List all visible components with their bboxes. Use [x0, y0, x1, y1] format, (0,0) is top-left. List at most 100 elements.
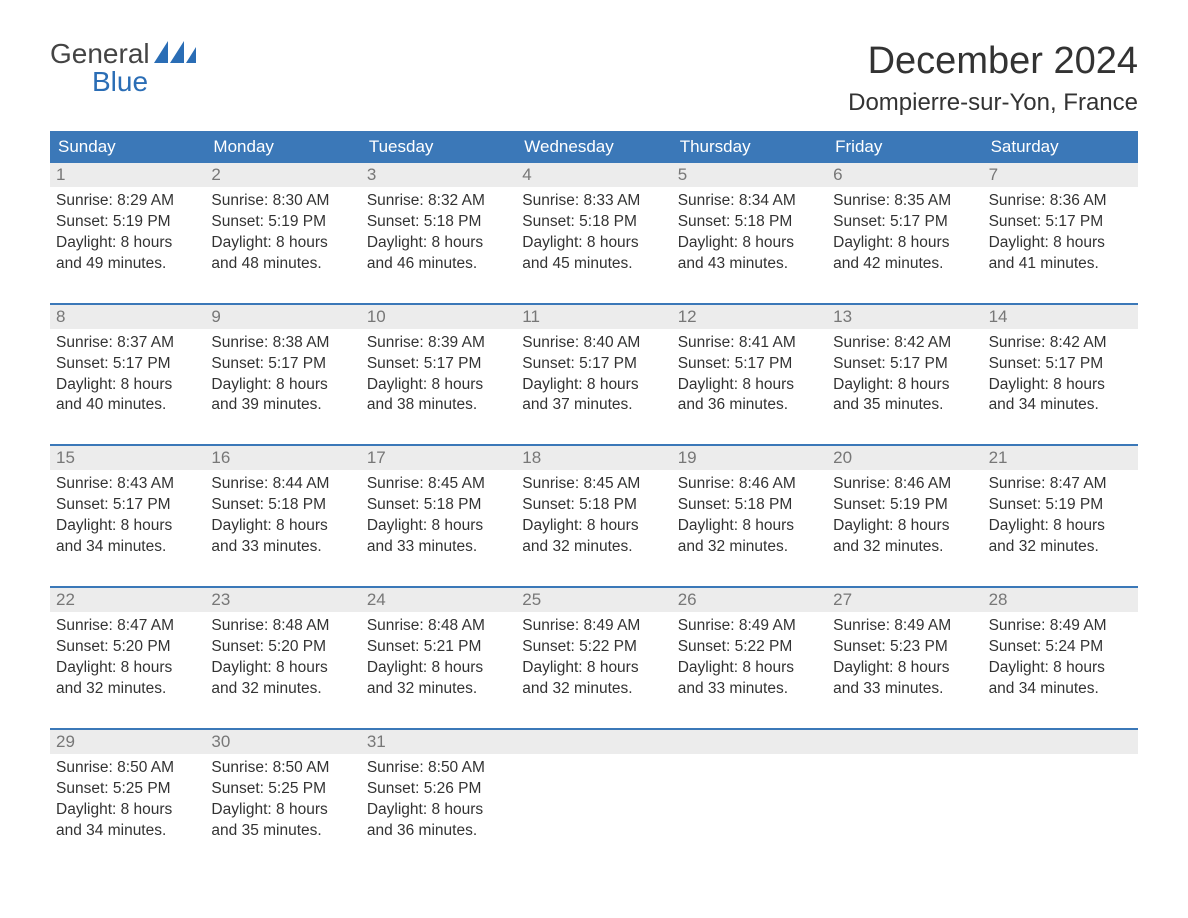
- sunrise-text: Sunrise: 8:41 AM: [678, 333, 821, 354]
- sunrise-text: Sunrise: 8:45 AM: [522, 474, 665, 495]
- sunset-text: Sunset: 5:25 PM: [56, 779, 199, 800]
- day-number: 21: [983, 446, 1138, 470]
- sunset-text: Sunset: 5:19 PM: [56, 212, 199, 233]
- day-number: 11: [516, 305, 671, 329]
- week-row: 293031Sunrise: 8:50 AMSunset: 5:25 PMDay…: [50, 728, 1138, 852]
- sunrise-text: Sunrise: 8:37 AM: [56, 333, 199, 354]
- week-row: 15161718192021Sunrise: 8:43 AMSunset: 5:…: [50, 444, 1138, 568]
- daylight-text: Daylight: 8 hours and 34 minutes.: [989, 658, 1132, 700]
- day-cell: Sunrise: 8:49 AMSunset: 5:22 PMDaylight:…: [672, 612, 827, 710]
- logo: General Blue: [50, 40, 196, 96]
- sunrise-text: Sunrise: 8:45 AM: [367, 474, 510, 495]
- day-cell: Sunrise: 8:34 AMSunset: 5:18 PMDaylight:…: [672, 187, 827, 285]
- day-number: 5: [672, 163, 827, 187]
- day-number: 23: [205, 588, 360, 612]
- daylight-text: Daylight: 8 hours and 35 minutes.: [833, 375, 976, 417]
- sunrise-text: Sunrise: 8:43 AM: [56, 474, 199, 495]
- sunset-text: Sunset: 5:17 PM: [833, 212, 976, 233]
- daylight-text: Daylight: 8 hours and 32 minutes.: [833, 516, 976, 558]
- daylight-text: Daylight: 8 hours and 33 minutes.: [367, 516, 510, 558]
- day-cell: Sunrise: 8:44 AMSunset: 5:18 PMDaylight:…: [205, 470, 360, 568]
- day-cell: [672, 754, 827, 852]
- sunrise-text: Sunrise: 8:46 AM: [678, 474, 821, 495]
- sunset-text: Sunset: 5:17 PM: [211, 354, 354, 375]
- day-header: Wednesday: [516, 131, 671, 163]
- day-number: 2: [205, 163, 360, 187]
- daylight-text: Daylight: 8 hours and 36 minutes.: [367, 800, 510, 842]
- sunset-text: Sunset: 5:17 PM: [56, 354, 199, 375]
- day-number: [827, 730, 982, 754]
- sunset-text: Sunset: 5:18 PM: [522, 495, 665, 516]
- day-number: 12: [672, 305, 827, 329]
- day-cell: Sunrise: 8:49 AMSunset: 5:24 PMDaylight:…: [983, 612, 1138, 710]
- sunset-text: Sunset: 5:17 PM: [522, 354, 665, 375]
- logo-text-bottom: Blue: [50, 68, 196, 96]
- sunrise-text: Sunrise: 8:50 AM: [56, 758, 199, 779]
- daylight-text: Daylight: 8 hours and 33 minutes.: [833, 658, 976, 700]
- day-cell: Sunrise: 8:45 AMSunset: 5:18 PMDaylight:…: [361, 470, 516, 568]
- sunset-text: Sunset: 5:22 PM: [678, 637, 821, 658]
- sunset-text: Sunset: 5:17 PM: [678, 354, 821, 375]
- daylight-text: Daylight: 8 hours and 32 minutes.: [211, 658, 354, 700]
- sunrise-text: Sunrise: 8:47 AM: [56, 616, 199, 637]
- daylight-text: Daylight: 8 hours and 41 minutes.: [989, 233, 1132, 275]
- day-number: 4: [516, 163, 671, 187]
- day-cell: Sunrise: 8:49 AMSunset: 5:23 PMDaylight:…: [827, 612, 982, 710]
- daylight-text: Daylight: 8 hours and 33 minutes.: [678, 658, 821, 700]
- sunrise-text: Sunrise: 8:40 AM: [522, 333, 665, 354]
- day-number: 10: [361, 305, 516, 329]
- day-number: 25: [516, 588, 671, 612]
- location: Dompierre-sur-Yon, France: [848, 89, 1138, 117]
- day-cell: Sunrise: 8:50 AMSunset: 5:25 PMDaylight:…: [50, 754, 205, 852]
- sunset-text: Sunset: 5:18 PM: [211, 495, 354, 516]
- header: General Blue December 2024 Dompierre-sur…: [50, 40, 1138, 117]
- day-number: 27: [827, 588, 982, 612]
- flag-icon: [154, 40, 196, 68]
- day-cell: Sunrise: 8:50 AMSunset: 5:26 PMDaylight:…: [361, 754, 516, 852]
- daylight-text: Daylight: 8 hours and 34 minutes.: [989, 375, 1132, 417]
- day-cell: Sunrise: 8:35 AMSunset: 5:17 PMDaylight:…: [827, 187, 982, 285]
- sunset-text: Sunset: 5:17 PM: [367, 354, 510, 375]
- daynum-row: 891011121314: [50, 305, 1138, 329]
- sunset-text: Sunset: 5:18 PM: [522, 212, 665, 233]
- sunrise-text: Sunrise: 8:47 AM: [989, 474, 1132, 495]
- week-row: 1234567Sunrise: 8:29 AMSunset: 5:19 PMDa…: [50, 163, 1138, 285]
- day-cell: Sunrise: 8:46 AMSunset: 5:18 PMDaylight:…: [672, 470, 827, 568]
- day-number: 15: [50, 446, 205, 470]
- sunset-text: Sunset: 5:19 PM: [989, 495, 1132, 516]
- sunset-text: Sunset: 5:24 PM: [989, 637, 1132, 658]
- day-header: Sunday: [50, 131, 205, 163]
- month-title: December 2024: [848, 40, 1138, 83]
- day-number: [983, 730, 1138, 754]
- daylight-text: Daylight: 8 hours and 36 minutes.: [678, 375, 821, 417]
- day-header: Tuesday: [361, 131, 516, 163]
- day-cell: [516, 754, 671, 852]
- day-cell: Sunrise: 8:47 AMSunset: 5:19 PMDaylight:…: [983, 470, 1138, 568]
- daylight-text: Daylight: 8 hours and 46 minutes.: [367, 233, 510, 275]
- sunset-text: Sunset: 5:19 PM: [833, 495, 976, 516]
- sunset-text: Sunset: 5:17 PM: [833, 354, 976, 375]
- sunrise-text: Sunrise: 8:42 AM: [989, 333, 1132, 354]
- sunrise-text: Sunrise: 8:30 AM: [211, 191, 354, 212]
- day-cell: Sunrise: 8:36 AMSunset: 5:17 PMDaylight:…: [983, 187, 1138, 285]
- sunset-text: Sunset: 5:18 PM: [678, 495, 821, 516]
- day-number: 20: [827, 446, 982, 470]
- logo-text-top: General: [50, 40, 150, 68]
- day-number: 7: [983, 163, 1138, 187]
- sunrise-text: Sunrise: 8:48 AM: [367, 616, 510, 637]
- daylight-text: Daylight: 8 hours and 32 minutes.: [56, 658, 199, 700]
- day-number: 14: [983, 305, 1138, 329]
- daylight-text: Daylight: 8 hours and 40 minutes.: [56, 375, 199, 417]
- sunset-text: Sunset: 5:22 PM: [522, 637, 665, 658]
- daylight-text: Daylight: 8 hours and 43 minutes.: [678, 233, 821, 275]
- day-cell: Sunrise: 8:37 AMSunset: 5:17 PMDaylight:…: [50, 329, 205, 427]
- day-number: 16: [205, 446, 360, 470]
- daylight-text: Daylight: 8 hours and 39 minutes.: [211, 375, 354, 417]
- day-cell: Sunrise: 8:50 AMSunset: 5:25 PMDaylight:…: [205, 754, 360, 852]
- day-header: Thursday: [672, 131, 827, 163]
- day-number: 9: [205, 305, 360, 329]
- day-cell: Sunrise: 8:29 AMSunset: 5:19 PMDaylight:…: [50, 187, 205, 285]
- day-cell: Sunrise: 8:43 AMSunset: 5:17 PMDaylight:…: [50, 470, 205, 568]
- sunset-text: Sunset: 5:17 PM: [989, 354, 1132, 375]
- daylight-text: Daylight: 8 hours and 34 minutes.: [56, 800, 199, 842]
